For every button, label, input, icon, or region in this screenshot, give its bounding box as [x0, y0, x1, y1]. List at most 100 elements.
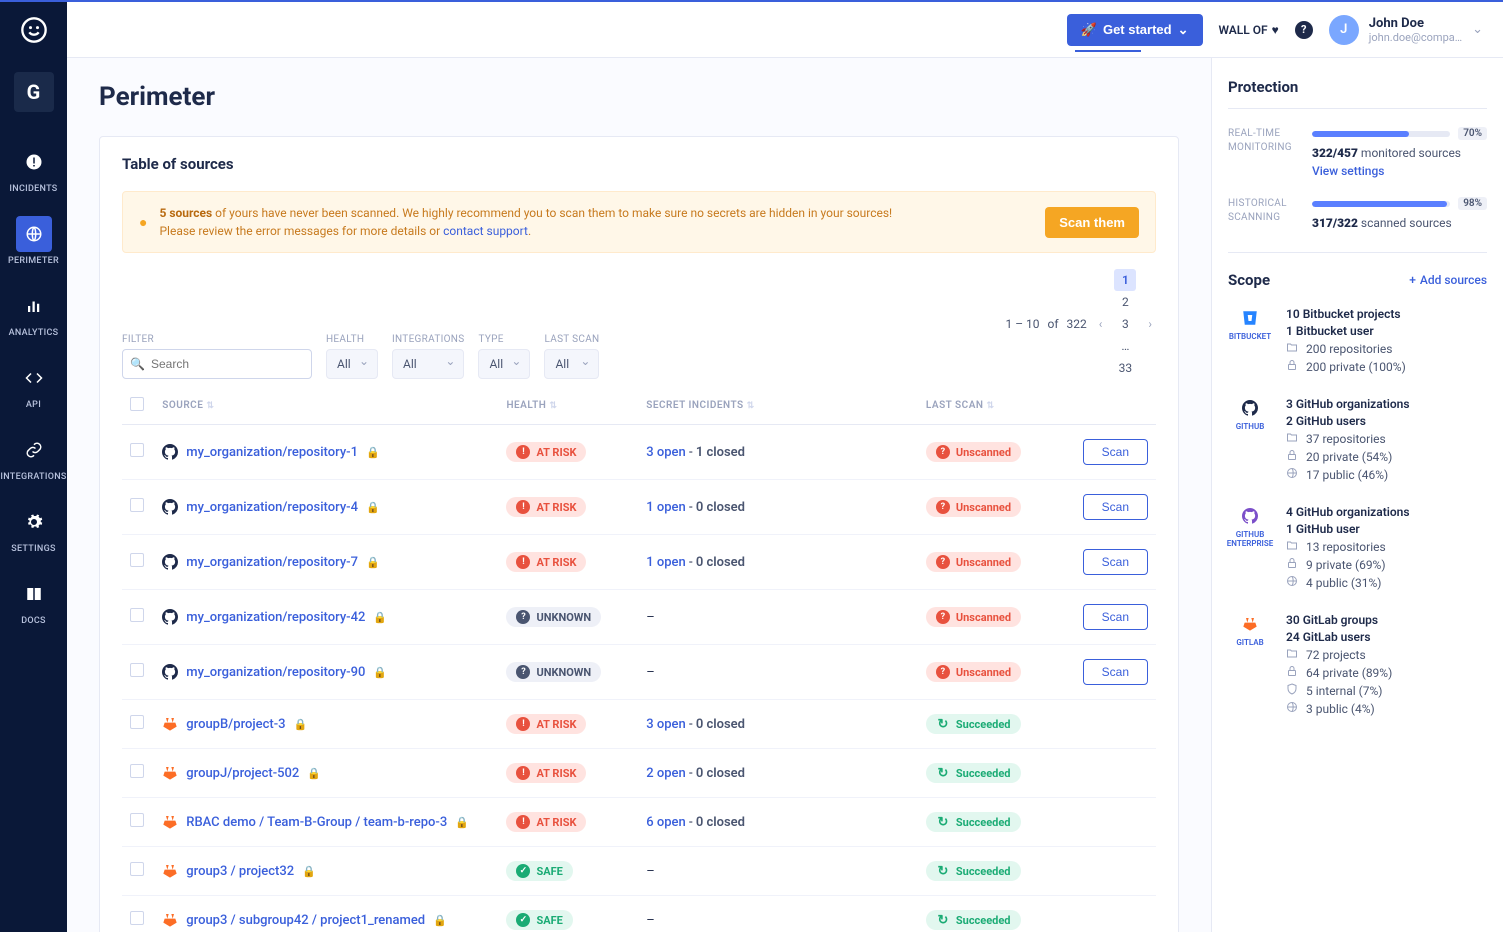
globe-icon	[1286, 467, 1300, 482]
scan-badge-succeeded: ↻Succeeded	[926, 714, 1021, 734]
scope-line: 1 GitHub user	[1286, 522, 1487, 536]
gitlab-icon	[162, 765, 178, 781]
source-link[interactable]: my_organization/repository-90🔒	[162, 664, 490, 680]
scan-button[interactable]: Scan	[1083, 604, 1148, 630]
workspace-badge[interactable]: G	[14, 72, 54, 112]
scope-line: 4 GitHub organizations	[1286, 505, 1487, 519]
scope-gitlab: GITLAB 30 GitLab groups24 GitLab users72…	[1228, 613, 1487, 719]
row-checkbox[interactable]	[130, 911, 144, 925]
github-icon	[162, 664, 178, 680]
globe-icon	[16, 216, 52, 252]
source-link[interactable]: RBAC demo / Team-B-Group / team-b-repo-3…	[162, 814, 490, 830]
view-settings-link[interactable]: View settings	[1312, 164, 1384, 178]
page-2[interactable]: 2	[1114, 291, 1136, 313]
source-link[interactable]: my_organization/repository-42🔒	[162, 609, 490, 625]
closed-incidents: 0 closed	[696, 766, 745, 781]
table-row: group3 / subgroup42 / project1_renamed🔒 …	[122, 896, 1156, 932]
source-link[interactable]: my_organization/repository-4🔒	[162, 499, 490, 515]
scope-line: 30 GitLab groups	[1286, 613, 1487, 627]
scan-button[interactable]: Scan	[1083, 439, 1148, 465]
lastscan-filter[interactable]: All	[544, 349, 599, 379]
gitlab-icon	[162, 912, 178, 928]
page-33[interactable]: 33	[1114, 357, 1136, 379]
page-prev[interactable]: ‹	[1095, 317, 1107, 331]
lock-icon: 🔒	[366, 501, 380, 514]
integrations-filter[interactable]: All	[392, 349, 464, 379]
lastscan-filter-label: LAST SCAN	[544, 334, 599, 345]
health-badge-unknown: ?UNKNOWN	[506, 662, 601, 682]
open-incidents-link[interactable]: 1 open	[646, 555, 686, 570]
row-checkbox[interactable]	[130, 553, 144, 567]
sort-icon[interactable]: ⇅	[549, 401, 557, 411]
source-link[interactable]: my_organization/repository-7🔒	[162, 554, 490, 570]
scan-them-button[interactable]: Scan them	[1045, 207, 1139, 238]
table-row: RBAC demo / Team-B-Group / team-b-repo-3…	[122, 798, 1156, 847]
search-input[interactable]	[122, 349, 312, 379]
sort-icon[interactable]: ⇅	[986, 401, 994, 411]
health-badge-safe: ✓SAFE	[506, 861, 572, 881]
health-badge-safe: ✓SAFE	[506, 910, 572, 930]
source-link[interactable]: group3 / subgroup42 / project1_renamed🔒	[162, 912, 490, 928]
sidebar-item-api[interactable]: API	[4, 352, 64, 418]
help-icon[interactable]: ?	[1295, 21, 1313, 39]
health-badge-risk: !AT RISK	[506, 763, 586, 783]
scope-line: 3 GitHub organizations	[1286, 397, 1487, 411]
sidebar-item-perimeter[interactable]: PERIMETER	[4, 208, 64, 274]
scan-button[interactable]: Scan	[1083, 549, 1148, 575]
right-panel: Protection REAL-TIME MONITORING 70% 322/…	[1211, 58, 1503, 932]
row-checkbox[interactable]	[130, 764, 144, 778]
row-checkbox[interactable]	[130, 663, 144, 677]
wall-of-love-link[interactable]: WALL OF ♥	[1219, 23, 1279, 37]
wall-of-label: WALL OF	[1219, 23, 1268, 37]
user-name: John Doe	[1369, 16, 1462, 31]
source-link[interactable]: group3 / project32🔒	[162, 863, 490, 879]
source-link[interactable]: groupJ/project-502🔒	[162, 765, 490, 781]
type-filter[interactable]: All	[478, 349, 530, 379]
select-all-checkbox[interactable]	[130, 397, 144, 411]
sort-icon[interactable]: ⇅	[206, 401, 214, 411]
add-sources-link[interactable]: +Add sources	[1409, 273, 1487, 287]
row-checkbox[interactable]	[130, 498, 144, 512]
user-menu[interactable]: J John Doe john.doe@compa… ⌄	[1329, 15, 1483, 45]
scan-button[interactable]: Scan	[1083, 659, 1148, 685]
row-checkbox[interactable]	[130, 715, 144, 729]
row-checkbox[interactable]	[130, 443, 144, 457]
contact-support-link[interactable]: contact support	[443, 224, 528, 238]
open-incidents-link[interactable]: 6 open	[646, 815, 686, 830]
source-link[interactable]: my_organization/repository-1🔒	[162, 444, 490, 460]
scan-button[interactable]: Scan	[1083, 494, 1148, 520]
sidebar-item-docs[interactable]: DOCS	[4, 568, 64, 634]
gitlab-icon	[162, 863, 178, 879]
folder-icon	[1286, 539, 1300, 554]
page-3[interactable]: 3	[1114, 313, 1136, 335]
scan-badge-succeeded: ↻Succeeded	[926, 861, 1021, 881]
chevron-down-icon: ⌄	[1472, 22, 1483, 37]
app-logo[interactable]	[16, 12, 52, 48]
page-1[interactable]: 1	[1114, 269, 1136, 291]
scope-line: 64 private (89%)	[1286, 665, 1487, 680]
sidebar-item-incidents[interactable]: INCIDENTS	[4, 136, 64, 202]
get-started-button[interactable]: 🚀 Get started ⌄	[1067, 14, 1203, 46]
row-checkbox[interactable]	[130, 813, 144, 827]
open-incidents-link[interactable]: 3 open	[646, 445, 686, 460]
source-link[interactable]: groupB/project-3🔒	[162, 716, 490, 732]
lock-icon: 🔒	[366, 556, 380, 569]
sidebar-item-analytics[interactable]: ANALYTICS	[4, 280, 64, 346]
open-incidents-link[interactable]: 1 open	[646, 500, 686, 515]
closed-incidents: 1 closed	[696, 445, 745, 460]
sort-icon[interactable]: ⇅	[747, 401, 755, 411]
open-incidents-link[interactable]: 2 open	[646, 766, 686, 781]
row-checkbox[interactable]	[130, 608, 144, 622]
scope-line: 200 private (100%)	[1286, 359, 1487, 374]
nav-label: PERIMETER	[8, 256, 59, 266]
page-next[interactable]: ›	[1144, 317, 1156, 331]
sidebar-item-integrations[interactable]: INTEGRATIONS	[4, 424, 64, 490]
nav-label: INCIDENTS	[9, 184, 57, 194]
open-incidents-link[interactable]: 3 open	[646, 717, 686, 732]
row-checkbox[interactable]	[130, 862, 144, 876]
health-filter[interactable]: All	[326, 349, 378, 379]
page-title: Perimeter	[99, 82, 1179, 112]
nav-label: INTEGRATIONS	[0, 472, 66, 482]
sidebar-item-settings[interactable]: SETTINGS	[4, 496, 64, 562]
lock-icon: 🔒	[366, 446, 380, 459]
